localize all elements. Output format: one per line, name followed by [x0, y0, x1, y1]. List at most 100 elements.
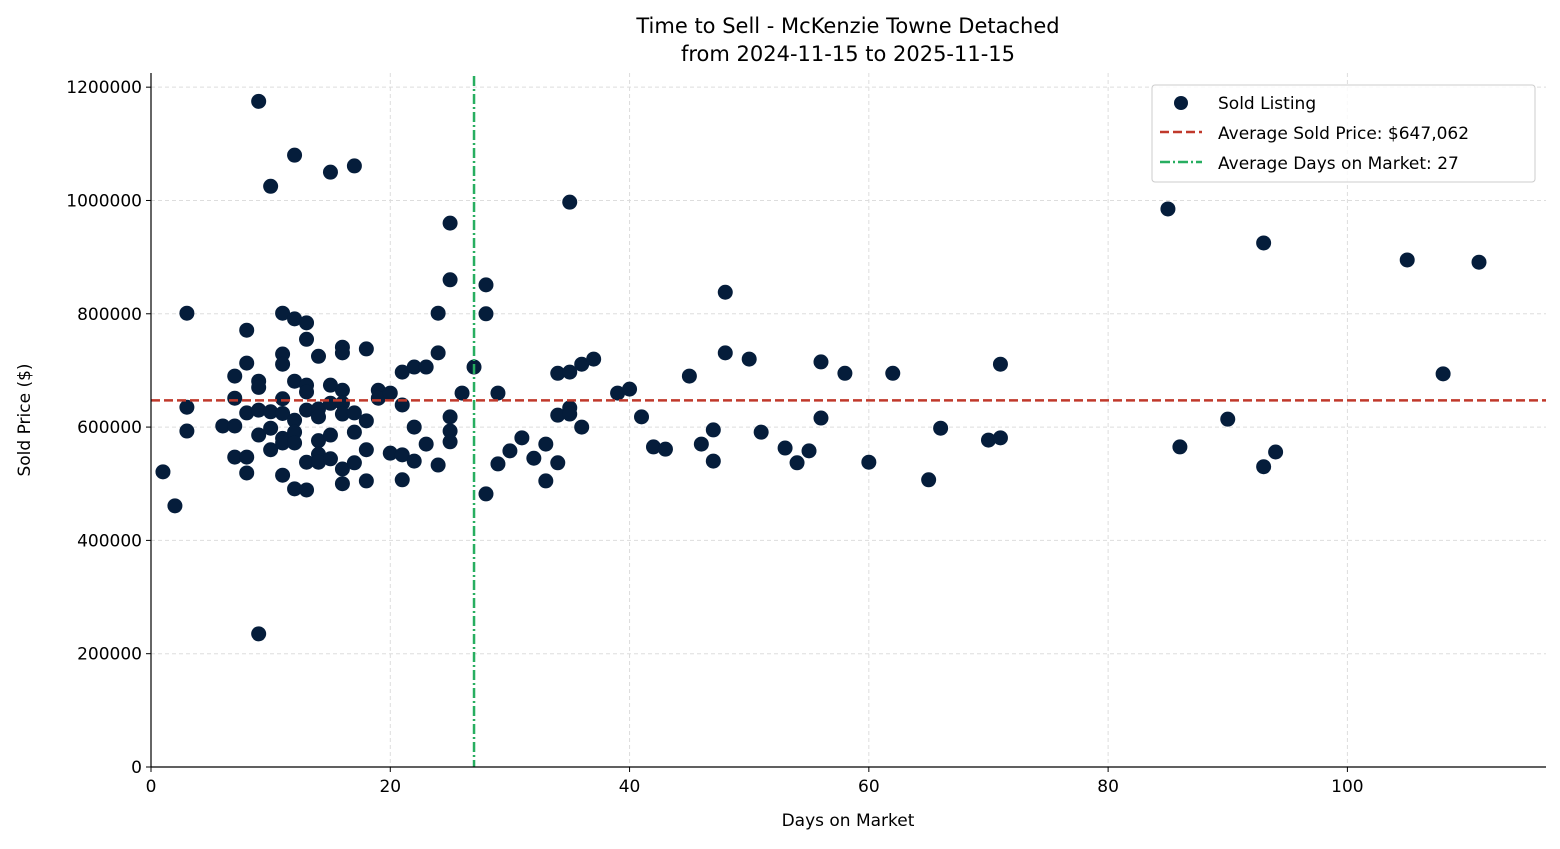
y-tick-label: 400000 [77, 531, 142, 551]
data-point [251, 402, 267, 418]
data-point [1399, 252, 1415, 268]
x-tick-label: 20 [379, 777, 401, 797]
data-point [275, 467, 291, 483]
data-point [263, 420, 279, 436]
data-point [1160, 201, 1176, 217]
data-point [813, 410, 829, 426]
data-point [334, 476, 350, 492]
data-point [287, 147, 303, 163]
data-point [263, 442, 279, 458]
data-point [538, 436, 554, 452]
data-point [406, 453, 422, 469]
data-point [1268, 444, 1284, 460]
data-point [263, 178, 279, 194]
data-point [251, 427, 267, 443]
data-point [454, 385, 470, 401]
data-point [430, 457, 446, 473]
data-point [657, 441, 673, 457]
data-point [382, 385, 398, 401]
data-point [239, 405, 255, 421]
data-point [275, 435, 291, 451]
y-tick-label: 0 [131, 758, 142, 778]
data-point [478, 486, 494, 502]
data-point [287, 412, 303, 428]
data-point [227, 449, 243, 465]
data-point [562, 406, 578, 422]
data-point [179, 399, 195, 415]
data-point [215, 418, 231, 434]
data-point [370, 390, 386, 406]
data-point [442, 272, 458, 288]
y-axis-label: Sold Price ($) [15, 363, 35, 476]
data-point [275, 391, 291, 407]
data-point [705, 453, 721, 469]
data-point [550, 455, 566, 471]
data-point [239, 355, 255, 371]
x-tick-label: 40 [619, 777, 641, 797]
data-point [179, 423, 195, 439]
data-point [490, 456, 506, 472]
data-point [1435, 366, 1451, 382]
data-point [514, 430, 530, 446]
data-point [1220, 411, 1236, 427]
data-point [287, 481, 303, 497]
data-point [418, 359, 434, 375]
data-point [717, 345, 733, 361]
data-point [299, 384, 315, 400]
data-point [442, 215, 458, 231]
data-point [645, 439, 661, 455]
data-point [574, 356, 590, 372]
data-point [382, 445, 398, 461]
data-point [442, 409, 458, 425]
data-point [861, 454, 877, 470]
data-point [394, 447, 410, 463]
data-point [1256, 235, 1272, 251]
data-point [1471, 254, 1487, 270]
x-axis-label: Days on Market [782, 811, 915, 831]
data-point [334, 345, 350, 361]
data-point [275, 405, 291, 421]
data-point [299, 315, 315, 331]
data-point [406, 359, 422, 375]
data-point [346, 455, 362, 471]
y-tick-label: 1200000 [66, 78, 142, 98]
legend-label-avg-days: Average Days on Market: 27 [1218, 154, 1459, 174]
chart-title: Time to Sell - McKenzie Towne Detached [635, 14, 1059, 38]
data-point [442, 434, 458, 450]
data-point [717, 284, 733, 300]
data-point [430, 345, 446, 361]
y-tick-label: 1000000 [66, 191, 142, 211]
data-point [478, 277, 494, 293]
data-point [227, 418, 243, 434]
data-point [1172, 439, 1188, 455]
data-point [334, 382, 350, 398]
data-point [299, 454, 315, 470]
data-point [251, 93, 267, 109]
data-point [478, 306, 494, 322]
data-point [550, 407, 566, 423]
data-point [358, 473, 374, 489]
data-point [921, 472, 937, 488]
data-point [310, 433, 326, 449]
data-point [251, 379, 267, 395]
data-point [346, 405, 362, 421]
data-point [287, 373, 303, 389]
data-point [562, 194, 578, 210]
data-point [430, 305, 446, 321]
data-point [526, 450, 542, 466]
x-tick-label: 100 [1331, 777, 1363, 797]
data-point [634, 409, 650, 425]
data-point [801, 443, 817, 459]
data-point [287, 311, 303, 327]
data-point [155, 464, 171, 480]
data-point [334, 406, 350, 422]
data-point [310, 409, 326, 425]
data-point [358, 413, 374, 429]
data-point [310, 454, 326, 470]
data-point [885, 365, 901, 381]
legend: Sold Listing Average Sold Price: $647,06… [1151, 84, 1536, 183]
data-point [167, 498, 183, 514]
y-tick-label: 200000 [77, 645, 142, 665]
x-tick-label: 80 [1097, 777, 1119, 797]
